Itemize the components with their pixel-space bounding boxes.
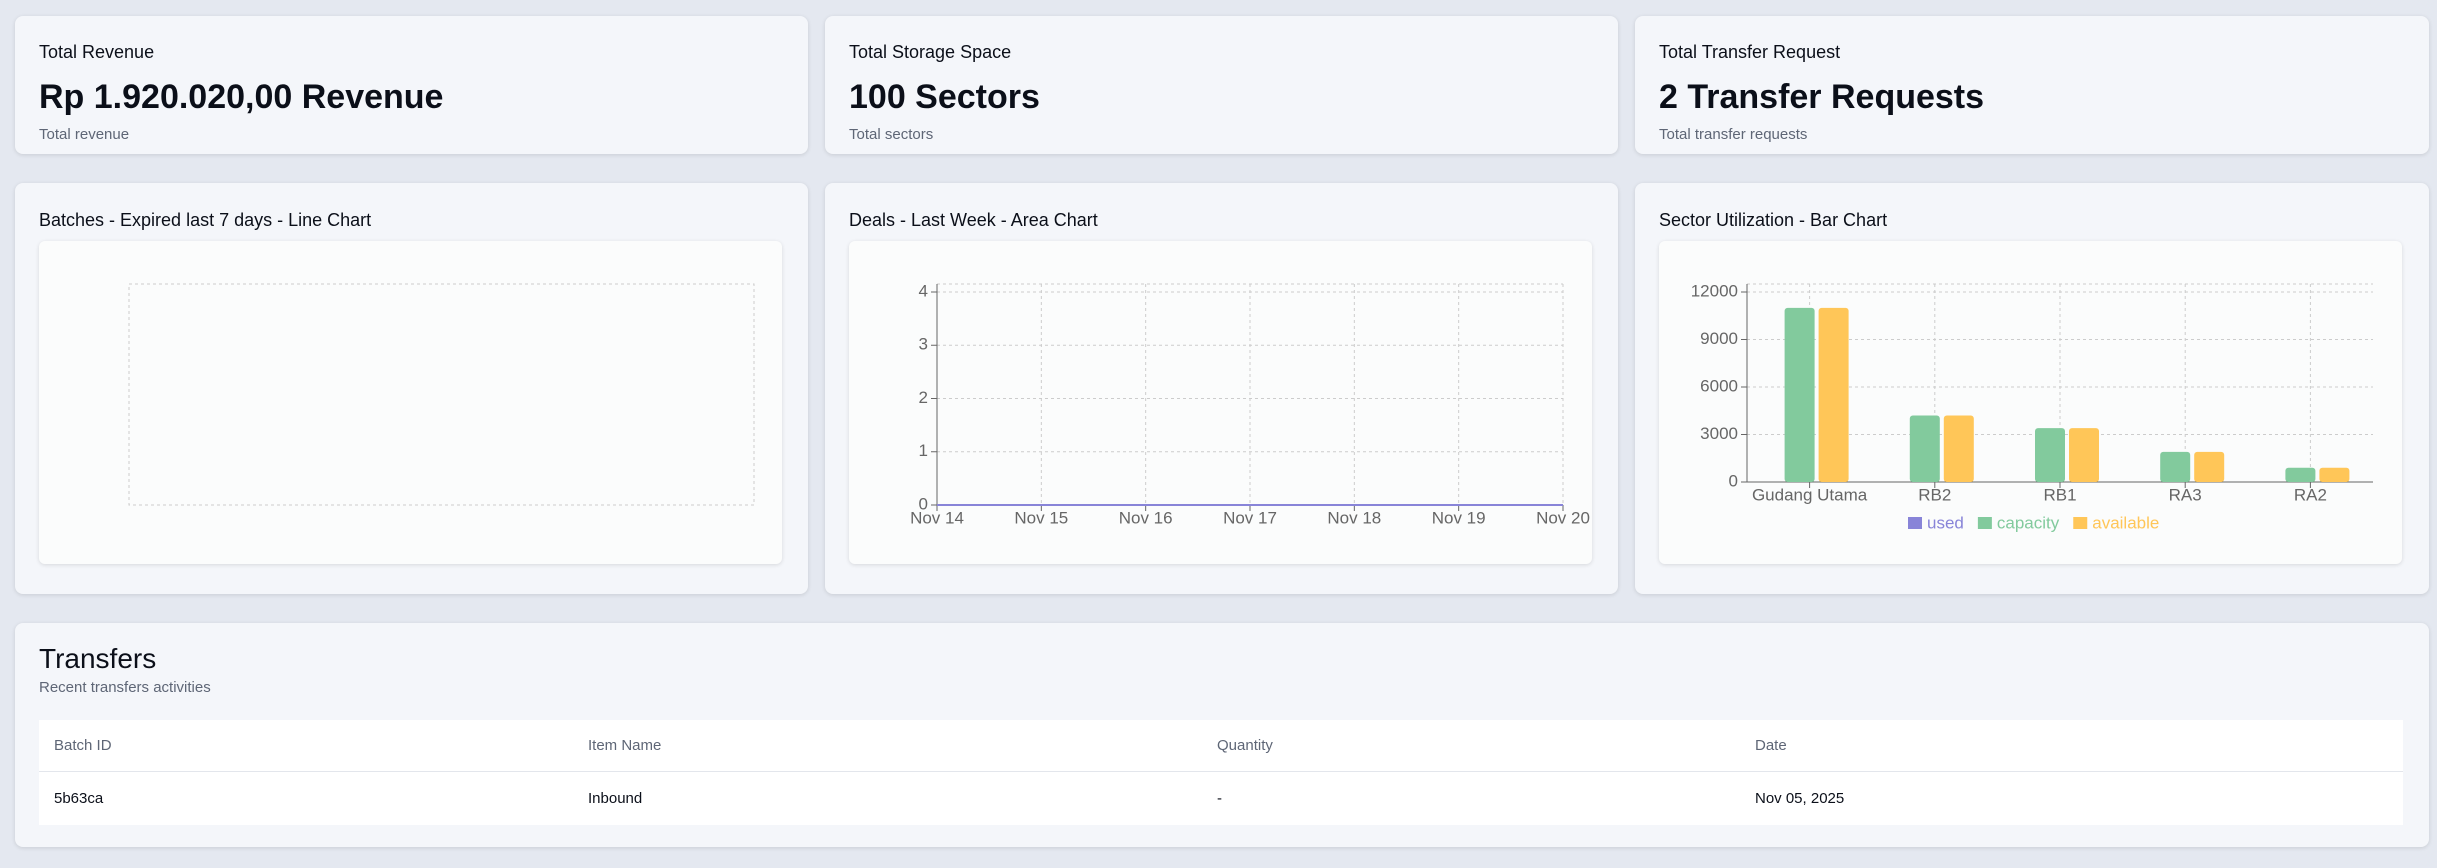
x-tick-label: Gudang Utama [1752, 485, 1868, 504]
y-tick-label: 3000 [1700, 424, 1738, 443]
chart: 0 1 2 3 4 Nov 14 Nov 15 Nov 16 Nov 17 Nov 18 Nov 1… [910, 281, 1590, 527]
column-header: Batch ID [39, 720, 573, 772]
stat-description: Total transfer requests [1659, 126, 1808, 143]
x-tick-label: Nov 14 [910, 508, 964, 527]
column-header: Item Name [573, 720, 1202, 772]
stat-title: Total Revenue [39, 42, 155, 62]
chart-panel [39, 241, 782, 564]
table-cell: Inbound [588, 790, 643, 807]
stat-card: Total Revenue Rp 1.920.020,00 Revenue To… [15, 16, 808, 154]
stat-description: Total sectors [849, 126, 934, 143]
bar [2069, 428, 2099, 482]
chart [128, 283, 755, 506]
chart-card: Deals - Last Week - Area Chart 0 1 2 3 4 Nov … [825, 183, 1618, 594]
legend-label: capacity [1997, 513, 2060, 532]
bar [1909, 415, 1940, 482]
table-body: 5b63ca Inbound - Nov 05, 2025 [39, 772, 2403, 826]
chart: 0 3000 6000 9000 12000 Gudang Utama RB2 RB1 RA3 R… [1691, 281, 2373, 532]
table-row: 5b63ca Inbound - Nov 05, 2025 [39, 772, 2403, 826]
column-header: Quantity [1202, 720, 1740, 772]
x-tick-label: Nov 15 [1014, 508, 1068, 527]
bar [1784, 307, 1815, 482]
y-tick-label: 6000 [1700, 376, 1738, 395]
y-tick-label: 2 [919, 388, 928, 407]
x-tick-label: Nov 18 [1327, 508, 1381, 527]
chart-title: Sector Utilization - Bar Chart [1659, 210, 1888, 230]
x-tick-label: Nov 19 [1432, 508, 1486, 527]
y-tick-label: 4 [919, 281, 928, 300]
x-tick-label: RA2 [2294, 485, 2327, 504]
legend-swatch [1977, 517, 1992, 529]
header-row: Batch ID Item Name Quantity Date [39, 720, 2403, 772]
chart-panel: 0 1 2 3 4 Nov 14 Nov 15 Nov 16 Nov 17 Nov 18 Nov 1… [849, 241, 1592, 564]
y-tick-label: 3 [919, 335, 928, 354]
bar [2160, 451, 2191, 482]
stat-description: Total revenue [39, 126, 130, 143]
x-tick-label: RA3 [2169, 485, 2202, 504]
table-cell: Nov 05, 2025 [1755, 790, 1845, 807]
y-tick-label: 12000 [1691, 281, 1738, 300]
transfers-table: Batch ID Item Name Quantity Date 5b63ca Inbo… [39, 720, 2403, 825]
chart-panel: 0 3000 6000 9000 12000 Gudang Utama RB2 RB1 RA3 R… [1659, 241, 2402, 564]
stat-card: Total Transfer Request 2 Transfer Reques… [1635, 16, 2429, 154]
bar [2035, 428, 2065, 482]
chart-card: Sector Utilization - Bar Chart 0 3000 6000… [1635, 183, 2429, 594]
chart-title: Deals - Last Week - Area Chart [849, 210, 1098, 230]
table-cell: - [1217, 790, 1222, 807]
stat-value: 100 Sectors [849, 78, 1040, 116]
x-tick-label: RB1 [2043, 485, 2076, 504]
transfers-card: Transfers Recent transfers activities Ba… [15, 623, 2429, 847]
y-tick-label: 1 [919, 441, 928, 460]
chart-title: Batches - Expired last 7 days - Line Cha… [39, 210, 372, 230]
stat-title: Total Storage Space [849, 42, 1012, 62]
table-cell: 5b63ca [54, 790, 104, 807]
x-tick-label: Nov 16 [1119, 508, 1173, 527]
x-tick-label: Nov 17 [1223, 508, 1277, 527]
legend-label: used [1927, 513, 1964, 532]
y-tick-label: 9000 [1700, 329, 1738, 348]
legend-label: available [2092, 513, 2159, 532]
bar [2319, 467, 2350, 482]
bar [1818, 307, 1849, 482]
section-subtitle: Recent transfers activities [39, 679, 211, 696]
y-tick-label: 0 [1729, 471, 1738, 490]
column-header: Date [1740, 720, 2403, 772]
y-tick-label: 0 [919, 494, 928, 513]
stat-value: Rp 1.920.020,00 Revenue [39, 78, 444, 116]
x-tick-label: Nov 20 [1536, 508, 1590, 527]
section-title: Transfers [39, 643, 157, 674]
stat-title: Total Transfer Request [1659, 42, 1841, 62]
legend-swatch [1908, 517, 1922, 529]
legend-swatch [2073, 517, 2088, 529]
chart-card: Batches - Expired last 7 days - Line Cha… [15, 183, 808, 594]
stat-card: Total Storage Space 100 Sectors Total se… [825, 16, 1618, 154]
bar [1943, 415, 1974, 482]
bar [2285, 467, 2316, 482]
stat-value: 2 Transfer Requests [1659, 78, 1985, 116]
bar [2194, 451, 2225, 482]
x-tick-label: RB2 [1918, 485, 1951, 504]
plot-grid [128, 283, 755, 506]
